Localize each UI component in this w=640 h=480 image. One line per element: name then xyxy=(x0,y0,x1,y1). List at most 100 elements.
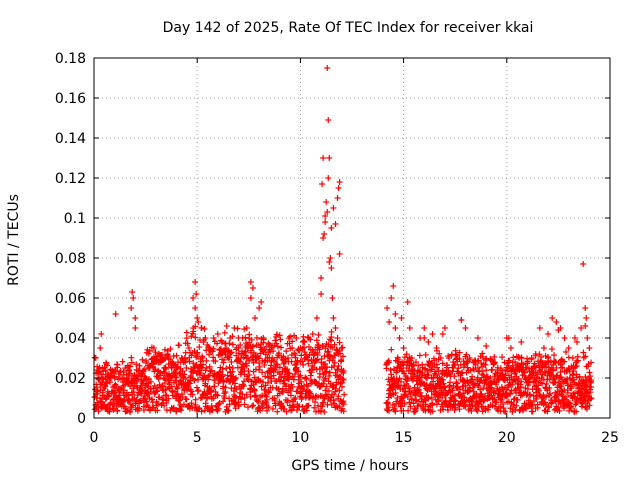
data-point xyxy=(176,378,183,385)
data-point xyxy=(139,356,146,363)
data-point xyxy=(307,336,314,343)
data-point xyxy=(561,335,568,341)
data-point xyxy=(252,393,259,400)
data-point xyxy=(165,395,172,402)
data-point xyxy=(390,283,397,289)
data-point xyxy=(102,396,109,403)
data-point xyxy=(261,358,268,365)
data-point xyxy=(334,335,341,341)
data-point xyxy=(276,332,283,339)
data-point xyxy=(198,324,205,331)
data-point xyxy=(264,379,271,386)
data-point xyxy=(219,373,226,380)
data-point xyxy=(548,346,555,353)
data-point xyxy=(336,179,343,185)
data-point xyxy=(314,352,321,359)
data-point xyxy=(183,396,190,403)
data-point xyxy=(315,331,322,338)
data-point xyxy=(319,403,326,410)
data-point xyxy=(221,349,228,356)
data-point xyxy=(336,251,343,257)
data-point xyxy=(574,353,581,360)
data-point xyxy=(155,394,162,401)
data-point xyxy=(263,393,270,400)
x-tick-label: 0 xyxy=(90,430,99,446)
data-point xyxy=(216,369,223,376)
data-point xyxy=(458,317,465,323)
y-tick-label: 0.18 xyxy=(55,51,86,67)
data-point xyxy=(573,339,580,345)
data-point xyxy=(136,362,143,369)
data-point xyxy=(582,305,589,311)
data-point xyxy=(505,335,512,341)
data-point xyxy=(328,334,335,341)
data-point xyxy=(192,396,199,403)
data-point xyxy=(294,357,301,364)
x-tick-label: 10 xyxy=(291,430,309,446)
data-point xyxy=(192,279,199,285)
data-point xyxy=(313,379,320,386)
data-point xyxy=(120,387,127,394)
data-point xyxy=(274,408,281,415)
data-point xyxy=(208,367,215,374)
data-point xyxy=(571,335,578,341)
data-point xyxy=(303,375,310,382)
data-point xyxy=(190,295,197,301)
data-point xyxy=(205,373,212,380)
data-point xyxy=(327,255,334,261)
data-point xyxy=(396,335,403,341)
data-point xyxy=(98,398,105,405)
data-point xyxy=(214,331,221,337)
data-point xyxy=(249,403,256,410)
data-point xyxy=(253,334,260,341)
data-point xyxy=(199,376,206,383)
data-point xyxy=(192,334,199,341)
data-point xyxy=(111,374,118,381)
data-point xyxy=(256,359,263,366)
data-point xyxy=(441,325,448,331)
data-point xyxy=(127,363,134,370)
data-point xyxy=(152,349,159,356)
data-point xyxy=(201,326,208,333)
data-point xyxy=(265,404,272,411)
data-point xyxy=(249,285,256,291)
data-point xyxy=(406,325,413,331)
data-point xyxy=(288,358,295,365)
data-point xyxy=(101,402,108,409)
data-point xyxy=(322,375,329,382)
data-points xyxy=(91,65,595,415)
data-point xyxy=(193,354,200,361)
data-point xyxy=(292,371,299,378)
data-point xyxy=(161,376,168,383)
data-point xyxy=(190,360,197,367)
x-tick-label: 20 xyxy=(498,430,516,446)
data-point xyxy=(215,401,222,408)
data-point xyxy=(586,369,593,376)
data-point xyxy=(110,396,117,403)
data-point xyxy=(299,345,306,352)
data-point xyxy=(141,366,148,373)
data-point xyxy=(320,155,327,161)
data-point xyxy=(247,279,254,285)
data-point xyxy=(587,373,594,380)
data-point xyxy=(324,209,331,215)
data-point xyxy=(128,359,135,366)
data-point xyxy=(280,377,287,384)
data-point xyxy=(238,396,245,403)
data-point xyxy=(241,401,248,408)
data-point xyxy=(226,364,233,371)
data-point xyxy=(322,345,329,352)
y-tick-label: 0.16 xyxy=(55,91,86,107)
y-tick-label: 0.14 xyxy=(55,131,86,147)
data-point xyxy=(208,388,215,395)
data-point xyxy=(227,350,234,357)
data-point xyxy=(203,365,210,372)
data-point xyxy=(249,343,256,350)
data-point xyxy=(283,408,290,415)
data-point xyxy=(104,380,111,387)
data-point xyxy=(133,361,140,368)
data-point xyxy=(233,394,240,401)
data-point xyxy=(289,338,296,345)
data-point xyxy=(298,352,305,359)
data-point xyxy=(323,391,330,398)
